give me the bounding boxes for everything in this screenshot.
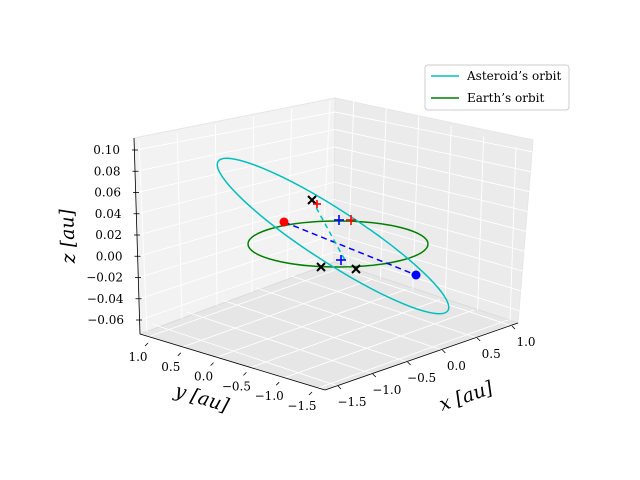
y-tick	[308, 391, 313, 396]
y-tick	[243, 372, 247, 376]
x-tick-label: −1.0	[372, 383, 401, 397]
line-of-apsides	[283, 221, 417, 276]
z-gridline	[138, 199, 335, 257]
x-gridline	[509, 146, 517, 322]
x-gridline	[379, 104, 387, 279]
x-gridline	[477, 136, 485, 311]
blue-plus-marker	[336, 255, 346, 265]
z-tick-label: 0.08	[94, 164, 121, 178]
node-cross-marker	[351, 264, 361, 274]
red-plus-marker	[313, 200, 321, 208]
red-plus-marker	[346, 215, 356, 225]
aphelion-marker	[411, 270, 421, 280]
y-tick	[275, 381, 280, 386]
y-axis-line	[139, 333, 326, 391]
x-gridline	[347, 93, 355, 269]
y-gridline	[138, 140, 148, 333]
x-tick-label: 0.5	[482, 347, 501, 361]
z-gridline	[135, 111, 336, 151]
z-gridline	[138, 216, 335, 278]
asteroid-orbit-path	[216, 157, 450, 315]
y-tick	[177, 352, 182, 357]
y-floor-gridline	[215, 288, 407, 358]
legend-box	[424, 64, 570, 111]
x-tick	[407, 361, 411, 366]
x-tick	[337, 385, 342, 390]
legend: Asteroid’s orbit Earth’s orbit	[424, 64, 570, 111]
x-floor-gridline	[256, 287, 443, 351]
y-tick	[210, 362, 214, 366]
y-tick-label: 0.5	[161, 360, 180, 374]
blue-plus-marker	[334, 215, 344, 225]
y-tick-label: 0.0	[194, 370, 213, 384]
x-tick-label: −0.5	[407, 371, 436, 385]
z-axis-label: z [au]	[56, 208, 80, 265]
x-tick-label: −1.5	[337, 395, 366, 409]
z-tick-label: 0.02	[95, 228, 122, 242]
node-cross-marker	[307, 195, 317, 205]
z-gridline	[137, 164, 335, 215]
x-floor-gridline	[325, 263, 513, 327]
axis-ticks: 0.10 0.08 0.06 0.04 0.02 0.00 −0.02 −0.04 −0.06 1…	[86, 143, 535, 413]
x-tick	[511, 325, 516, 330]
z-tick-label: −0.04	[87, 292, 124, 306]
x-floor-gridline	[186, 311, 373, 375]
x-tick	[442, 349, 446, 354]
y-gridline	[176, 132, 183, 319]
z-tick-label: 0.06	[94, 186, 121, 200]
z-gridline	[333, 234, 522, 292]
x-gridline	[412, 115, 420, 290]
x-tick	[476, 337, 481, 342]
y-tick-label: −0.5	[222, 379, 251, 393]
x-floor-gridline	[151, 323, 339, 387]
legend-earth-label: Earth’s orbit	[467, 91, 544, 105]
y-gridline	[286, 108, 293, 280]
x-tick-label: 0.0	[447, 359, 466, 373]
z-gridline	[136, 146, 335, 193]
z-gridline	[136, 129, 335, 172]
x-gridline	[444, 125, 452, 300]
y-floor-gridline	[181, 278, 373, 348]
z-tick-label: −0.02	[86, 271, 123, 285]
z-axis-line	[133, 137, 141, 335]
z-gridline	[139, 234, 335, 300]
z-gridline	[333, 251, 521, 312]
z-gridline	[334, 199, 525, 252]
z-gridline	[334, 129, 532, 173]
z-gridline	[334, 181, 527, 232]
z-gridline	[334, 164, 529, 213]
node-cross-marker	[316, 262, 326, 272]
x-floor-gridline	[291, 275, 478, 339]
y-gridline	[214, 124, 218, 306]
z-gridline	[137, 181, 335, 236]
y-tick	[144, 342, 149, 347]
legend-asteroid-label: Asteroid’s orbit	[466, 69, 561, 83]
gridlines	[135, 93, 534, 389]
y-gridline	[251, 116, 255, 293]
line-of-nodes	[311, 199, 347, 263]
y-floor-gridline	[249, 299, 441, 369]
y-floor-gridline	[147, 268, 339, 338]
y-tick-label: −1.0	[255, 389, 284, 403]
y-tick-label: −1.5	[287, 399, 316, 413]
z-tick-label: 0.04	[95, 207, 122, 221]
z-gridline	[334, 146, 530, 193]
z-gridline	[139, 251, 335, 321]
perihelion-marker	[279, 217, 289, 227]
x-axis-line	[324, 322, 519, 391]
y-floor-gridline	[317, 319, 509, 389]
x-floor-gridline	[221, 299, 408, 363]
z-gridline	[334, 111, 534, 153]
y-floor-gridline	[283, 309, 475, 379]
y-tick-label: 1.0	[128, 350, 147, 364]
x-axis-label: x [au]	[436, 377, 496, 416]
earth-orbit	[247, 220, 429, 268]
z-tick-label: 0.10	[93, 143, 120, 157]
x-tick	[372, 373, 377, 378]
x-tick-label: 1.0	[516, 335, 535, 349]
z-tick-label: −0.06	[87, 313, 124, 327]
z-tick-label: 0.00	[96, 249, 123, 263]
